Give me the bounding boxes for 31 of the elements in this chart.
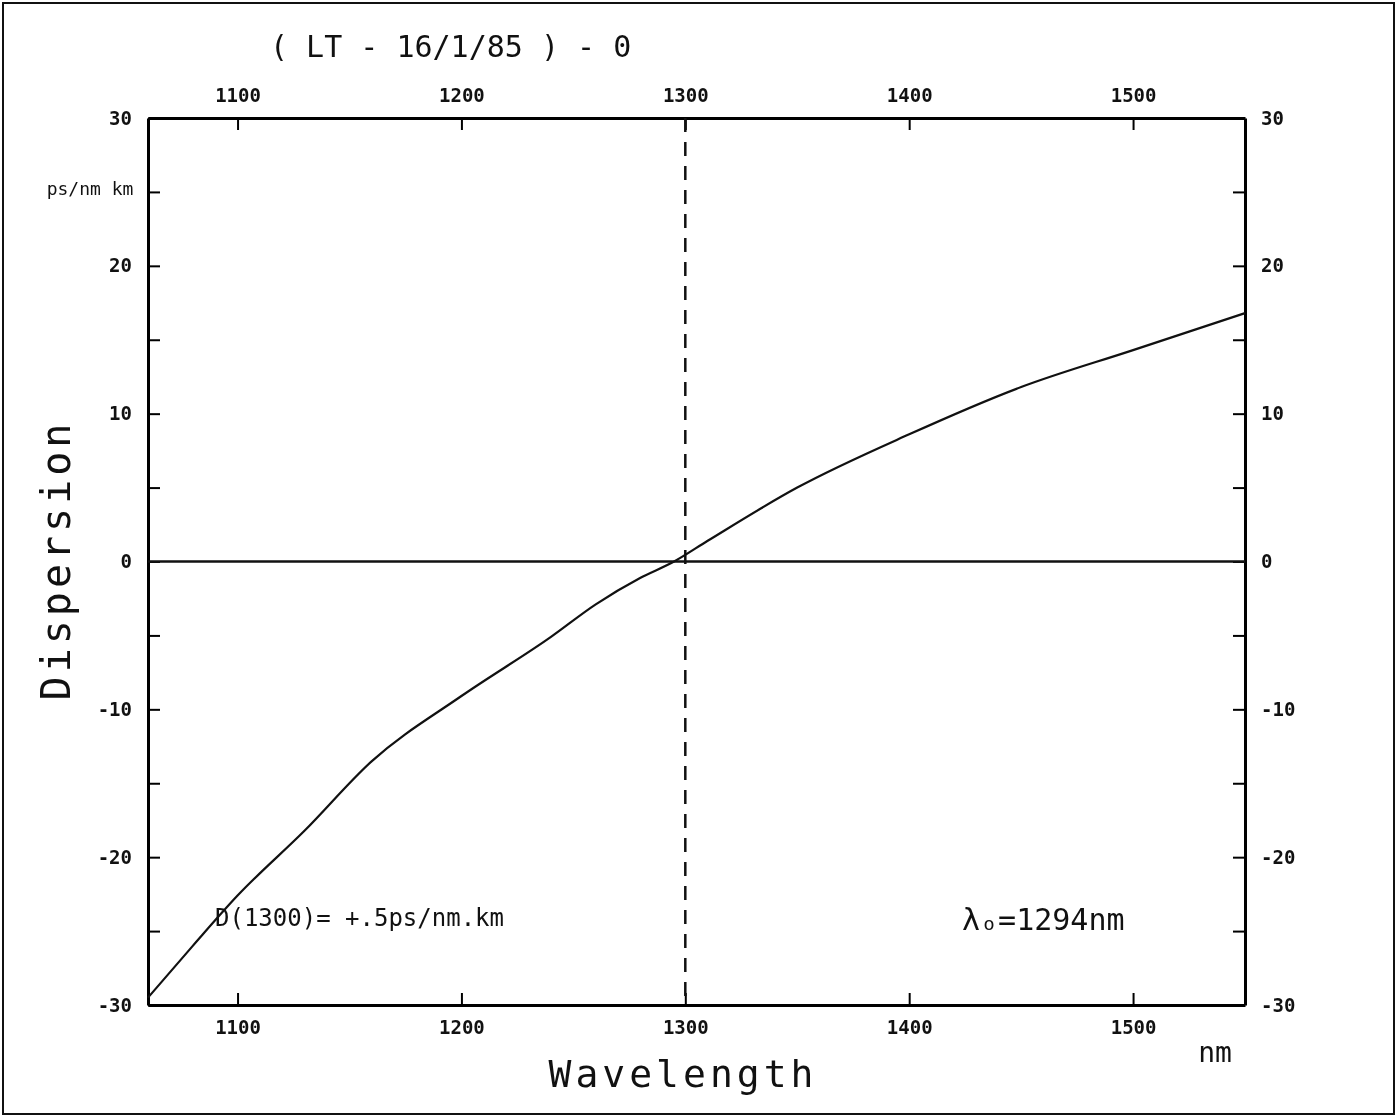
annotation: D(1300)= +.5ps/nm.km bbox=[215, 904, 504, 932]
x2-tick-label: 1400 bbox=[886, 84, 933, 106]
y-tick-label: 30 bbox=[109, 106, 132, 129]
y-tick-label: -10 bbox=[97, 697, 132, 720]
text: nm bbox=[1198, 1036, 1232, 1069]
chart-title: ( LT - 16/1/85 ) - 0 bbox=[270, 29, 632, 64]
annotation: λₒ=1294nm bbox=[962, 902, 1125, 937]
y-tick-label: 10 bbox=[109, 402, 132, 425]
x-tick-label: 1300 bbox=[662, 1016, 709, 1039]
y2-tick-label: -30 bbox=[1261, 993, 1296, 1016]
x2-tick-label: 1100 bbox=[215, 84, 261, 106]
y2-tick-label: 0 bbox=[1261, 550, 1273, 573]
y-tick-label: 20 bbox=[109, 254, 132, 277]
x2-tick-label: 1300 bbox=[662, 84, 709, 106]
x2-tick-label: 1200 bbox=[439, 84, 485, 106]
y-tick-label: 0 bbox=[120, 550, 132, 573]
x2-tick-label: 1500 bbox=[1110, 84, 1157, 106]
y2-tick-label: -10 bbox=[1261, 697, 1296, 720]
x-tick-label: 1200 bbox=[439, 1016, 485, 1039]
y-axis-title: Dispersion bbox=[33, 419, 79, 701]
text: ps/nm km bbox=[46, 178, 134, 199]
y2-tick-label: 30 bbox=[1261, 106, 1284, 129]
x-tick-label: 1500 bbox=[1110, 1016, 1157, 1039]
y-tick-label: -30 bbox=[97, 993, 132, 1016]
y-tick-label: -20 bbox=[97, 845, 132, 868]
y2-tick-label: 10 bbox=[1261, 402, 1284, 425]
y2-tick-label: 20 bbox=[1261, 254, 1284, 277]
x-tick-label: 1400 bbox=[886, 1016, 933, 1039]
x-tick-label: 1100 bbox=[215, 1016, 261, 1039]
y2-tick-label: -20 bbox=[1261, 845, 1296, 868]
x-axis-title: Wavelength bbox=[548, 1052, 818, 1096]
